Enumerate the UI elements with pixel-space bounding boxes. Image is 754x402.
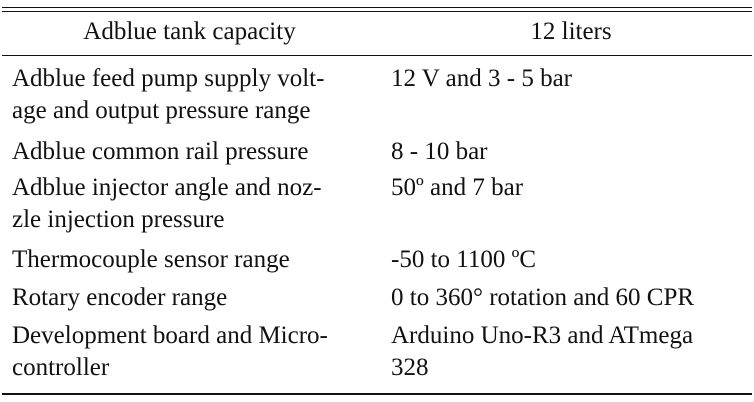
header-cell-value: 12 liters bbox=[530, 18, 612, 45]
row-value: 8 - 10 bar bbox=[391, 138, 488, 165]
row-value: Arduino Uno-R3 and ATmega 328 bbox=[391, 322, 694, 381]
row-label: Rotary encoder range bbox=[12, 284, 228, 311]
header-rule bbox=[2, 55, 752, 56]
row-label: Thermocouple sensor range bbox=[12, 246, 290, 273]
row-label: Adblue common rail pressure bbox=[12, 138, 309, 165]
row-label: Adblue feed pump supply volt- age and ou… bbox=[12, 65, 325, 124]
row-value: 0 to 360° rotation and 60 CPR bbox=[391, 284, 695, 311]
row-label: Development board and Micro- controller bbox=[12, 322, 328, 381]
row-value: 12 V and 3 - 5 bar bbox=[391, 65, 572, 92]
row-value: 50º and 7 bar bbox=[391, 174, 524, 201]
top-rule-inner bbox=[2, 11, 752, 12]
row-value: -50 to 1100 ºC bbox=[391, 246, 537, 273]
bottom-rule bbox=[2, 393, 752, 395]
top-rule bbox=[2, 7, 752, 8]
header-cell-parameter: Adblue tank capacity bbox=[83, 18, 296, 45]
row-label: Adblue injector angle and noz- zle injec… bbox=[12, 174, 322, 233]
